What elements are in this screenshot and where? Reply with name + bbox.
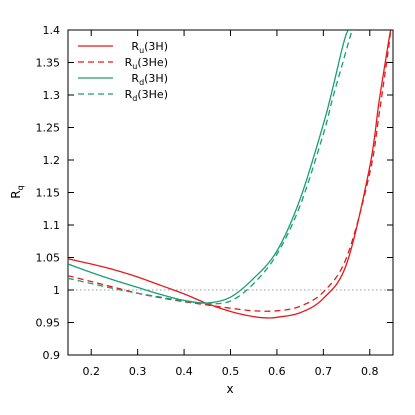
x-tick-label: 0.4 (175, 365, 193, 378)
x-tick-label: 0.3 (129, 365, 147, 378)
y-axis-label: Rq (9, 185, 25, 198)
plot-frame (67, 29, 394, 356)
y-tick-label: 1.35 (36, 57, 61, 70)
x-tick-label: 0.8 (361, 365, 379, 378)
y-tick-label: 1.3 (43, 89, 61, 102)
y-tick-label: 1 (53, 284, 60, 297)
y-tick-label: 1.25 (36, 122, 61, 135)
legend-label-1: Ru(3H) (131, 40, 168, 55)
y-axis-label-sub: q (16, 185, 25, 190)
x-tick-label: 0.5 (222, 365, 240, 378)
x-axis-label: x (226, 382, 233, 396)
y-tick-label: 1.05 (36, 252, 61, 265)
y-tick-label: 1.1 (43, 219, 61, 232)
y-tick-label: 1.2 (43, 154, 61, 167)
series-line-3 (68, 30, 350, 304)
y-tick-label: 0.9 (43, 349, 61, 362)
y-tick-label: 0.95 (36, 317, 61, 330)
y-tick-label: 1.15 (36, 187, 61, 200)
x-tick-label: 0.6 (268, 365, 286, 378)
series-line-4 (68, 30, 355, 305)
legend-label-2: Ru(3He) (125, 56, 168, 71)
x-tick-label: 0.7 (315, 365, 333, 378)
series-line-1 (68, 30, 392, 319)
x-tick-label: 0.2 (82, 365, 100, 378)
legend-label-3: Rd(3H) (131, 72, 168, 87)
legend-label-4: Rd(3He) (125, 88, 168, 103)
y-axis-label-main: R (9, 190, 23, 198)
y-tick-label: 1.4 (43, 24, 61, 37)
series-line-2 (68, 30, 392, 312)
